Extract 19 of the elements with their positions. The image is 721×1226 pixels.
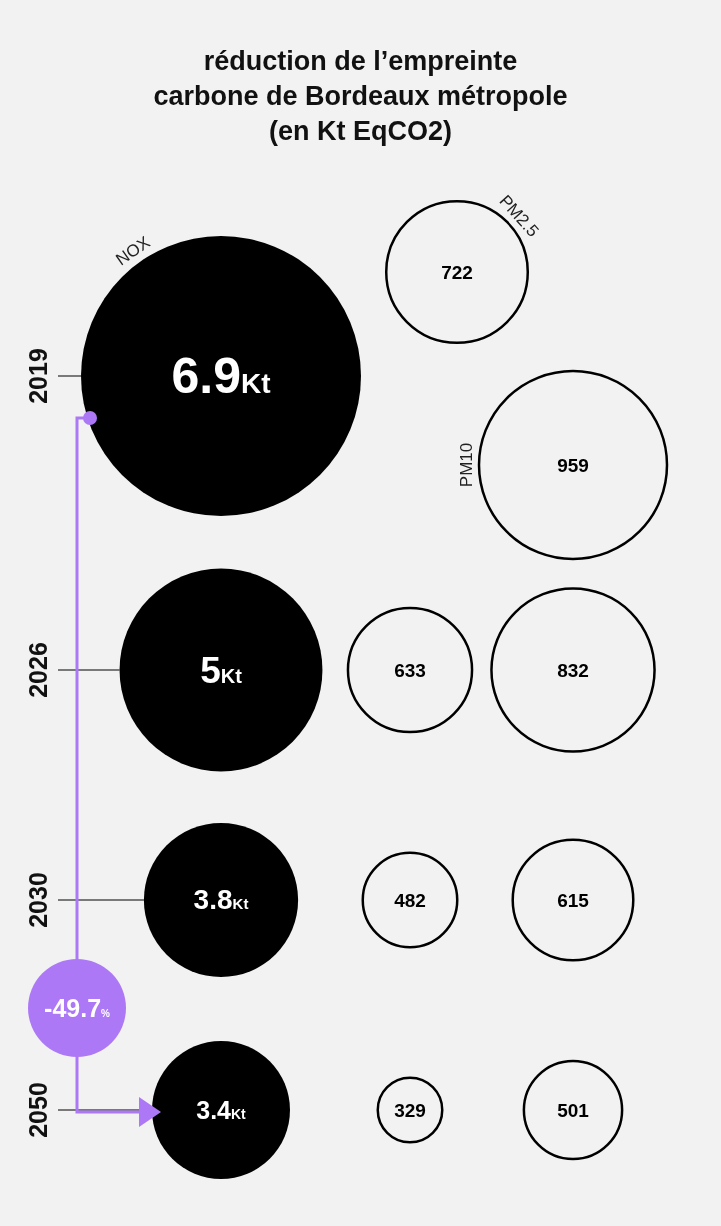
category-label: 2030 (23, 872, 52, 928)
data-label: 6.9Kt (171, 348, 271, 404)
data-label: 5Kt (200, 649, 242, 691)
text: réduction de l’empreinte carbone de Bordeaux métropole (en Kt EqCO2) (152, 45, 569, 148)
category-label: 2050 (23, 1082, 52, 1138)
category-label: 2019 (23, 348, 52, 404)
data-label: 832 (557, 659, 589, 681)
data-label: 3.4Kt (196, 1095, 246, 1124)
data-label: 482 (394, 889, 426, 911)
data-label: 3.8Kt (193, 884, 249, 915)
data-label: 329 (394, 1099, 426, 1121)
data-label: 615 (557, 889, 589, 911)
text: -49.7% (44, 993, 110, 1022)
legend-label: PM10 (456, 442, 476, 488)
data-label: 501 (557, 1099, 589, 1121)
data-label: 633 (394, 659, 426, 681)
data-label: 959 (557, 454, 589, 476)
data-label: 722 (441, 261, 473, 283)
category-label: 2026 (23, 642, 52, 698)
